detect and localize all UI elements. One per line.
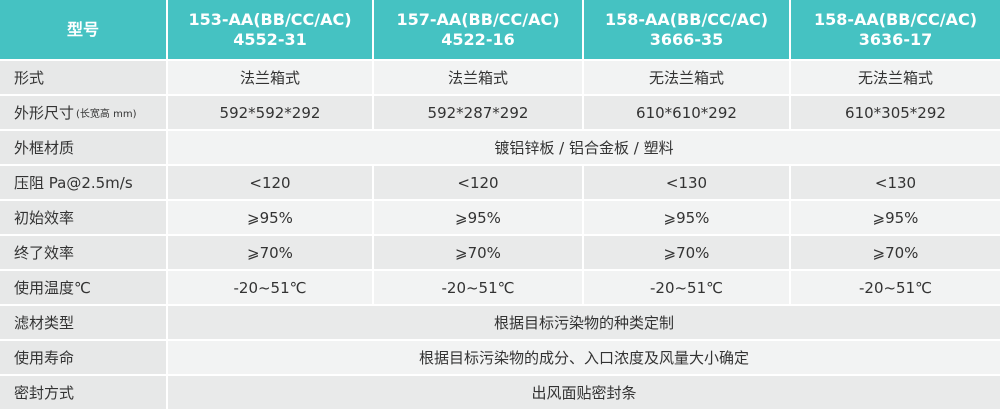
header-cell: 153-AA(BB/CC/AC) 4552-31 [168, 0, 372, 59]
value-cell: -20~51℃ [584, 271, 789, 304]
value-cell: ⩾70% [584, 236, 789, 269]
row-label: 外形尺寸 (长宽高 mm) [0, 96, 166, 129]
label-note: (长宽高 mm) [76, 109, 137, 120]
label-text: 外框材质 [14, 139, 75, 157]
header-cell: 158-AA(BB/CC/AC) 3636-17 [791, 0, 1000, 59]
value-cell: 根据目标污染物的成分、入口浓度及风量大小确定 [168, 341, 1000, 374]
value-cell: ⩾70% [791, 236, 1000, 269]
label-text: 使用寿命 [14, 349, 75, 367]
value-cell: <130 [584, 166, 789, 199]
row-label: 形式 [0, 61, 166, 94]
value-cell: 592*287*292 [374, 96, 582, 129]
value-cell: ⩾70% [168, 236, 372, 269]
label-text: 外形尺寸 [14, 104, 75, 122]
header-line: 3636-17 [858, 29, 933, 49]
value-cell: -20~51℃ [374, 271, 582, 304]
value-cell: 610*610*292 [584, 96, 789, 129]
label-text: 形式 [14, 69, 45, 87]
value-cell: 无法兰箱式 [584, 61, 789, 94]
value-cell: ⩾95% [168, 201, 372, 234]
value-cell: 镀铝锌板 / 铝合金板 / 塑料 [168, 131, 1000, 164]
value-cell: 出风面贴密封条 [168, 376, 1000, 409]
row-label: 滤材类型 [0, 306, 166, 339]
label-text: 初始效率 [14, 209, 75, 227]
value-cell: <120 [374, 166, 582, 199]
row-label: 使用温度℃ [0, 271, 166, 304]
label-text: 密封方式 [14, 384, 75, 402]
header-line: 158-AA(BB/CC/AC) [604, 9, 769, 29]
header-cell: 158-AA(BB/CC/AC) 3666-35 [584, 0, 789, 59]
row-label: 密封方式 [0, 376, 166, 409]
header-cell: 型号 [0, 0, 166, 59]
header-line: 4552-31 [233, 29, 307, 49]
header-line: 4522-16 [441, 29, 515, 49]
label-text: 终了效率 [14, 244, 75, 262]
value-cell: <130 [791, 166, 1000, 199]
label-text: 滤材类型 [14, 314, 75, 332]
header-cell: 157-AA(BB/CC/AC) 4522-16 [374, 0, 582, 59]
header-line: 3666-35 [649, 29, 724, 49]
value-cell: ⩾70% [374, 236, 582, 269]
row-label: 终了效率 [0, 236, 166, 269]
value-cell: ⩾95% [584, 201, 789, 234]
row-label: 使用寿命 [0, 341, 166, 374]
value-cell: <120 [168, 166, 372, 199]
value-cell: 592*592*292 [168, 96, 372, 129]
label-text: 使用温度℃ [14, 279, 91, 297]
value-cell: 法兰箱式 [168, 61, 372, 94]
value-cell: 法兰箱式 [374, 61, 582, 94]
value-cell: ⩾95% [791, 201, 1000, 234]
value-cell: 610*305*292 [791, 96, 1000, 129]
value-cell: -20~51℃ [791, 271, 1000, 304]
row-label: 初始效率 [0, 201, 166, 234]
value-cell: -20~51℃ [168, 271, 372, 304]
header-line: 158-AA(BB/CC/AC) [813, 9, 978, 29]
row-label: 外框材质 [0, 131, 166, 164]
row-label: 压阻 Pa@2.5m/s [0, 166, 166, 199]
value-cell: 根据目标污染物的种类定制 [168, 306, 1000, 339]
header-line: 157-AA(BB/CC/AC) [396, 9, 560, 29]
value-cell: 无法兰箱式 [791, 61, 1000, 94]
value-cell: ⩾95% [374, 201, 582, 234]
header-line: 153-AA(BB/CC/AC) [188, 9, 352, 29]
label-text: 压阻 Pa@2.5m/s [14, 174, 133, 192]
